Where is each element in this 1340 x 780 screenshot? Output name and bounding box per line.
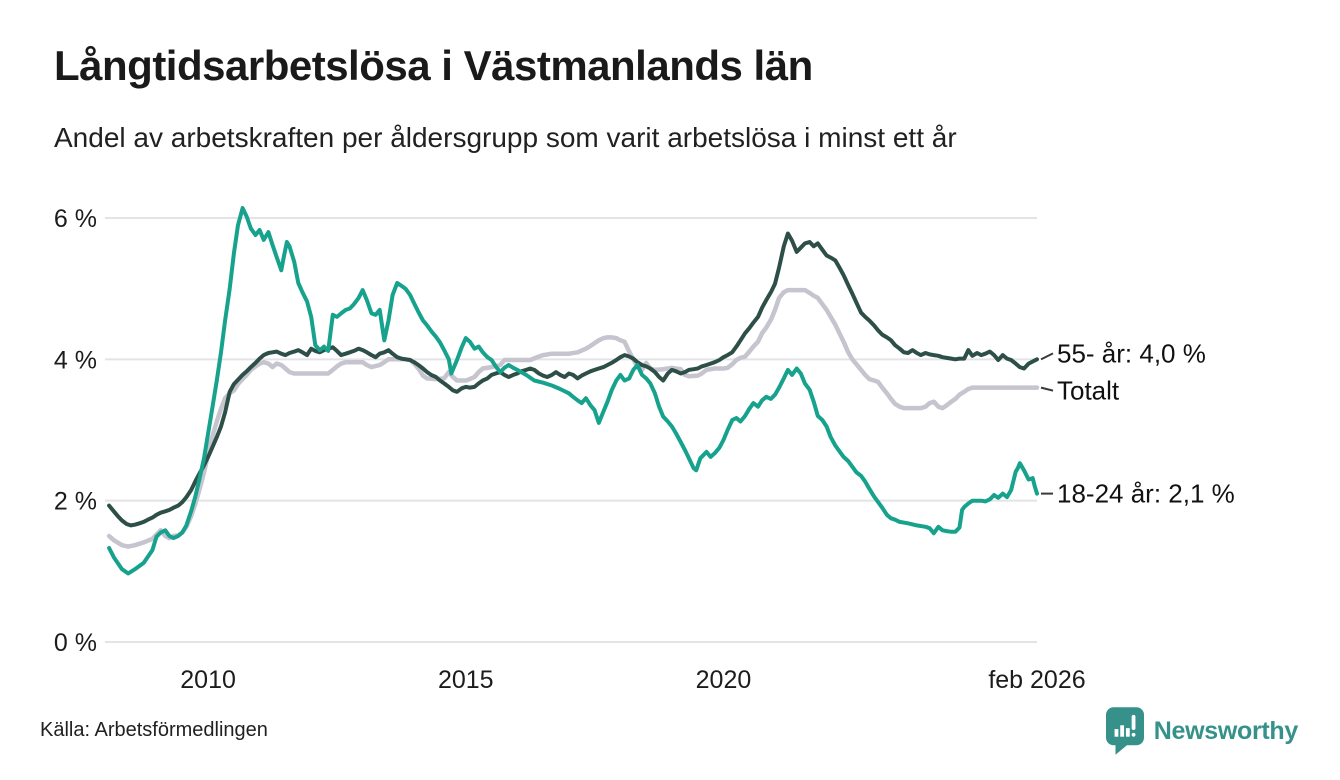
x-axis-tick-label: 2015	[438, 666, 494, 694]
series-line-55-r	[107, 231, 1039, 528]
newsworthy-bubble-chart-icon	[1105, 707, 1144, 755]
series-line-totalt	[106, 287, 1040, 549]
y-axis-tick-label: 4 %	[54, 346, 97, 374]
series-end-label: 18-24 år: 2,1 %	[1057, 479, 1235, 509]
newsworthy-wordmark: Newsworthy	[1153, 716, 1299, 745]
label-connector	[1040, 352, 1054, 361]
x-axis-tick-label: 2010	[180, 666, 236, 694]
source-note: Källa: Arbetsförmedlingen	[40, 719, 268, 741]
x-axis-tick-label: feb 2026	[988, 666, 1085, 694]
label-connector	[1040, 386, 1054, 392]
chart-subtitle: Andel av arbetskraften per åldersgrupp s…	[54, 122, 957, 153]
series-end-label: 55- år: 4,0 %	[1057, 338, 1206, 368]
page-title: Långtidsarbetslösa i Västmanlands län	[54, 42, 813, 89]
series-end-label: Totalt	[1057, 376, 1120, 406]
x-axis-tick-label: 2020	[696, 666, 752, 694]
newsworthy-logo: Newsworthy	[1105, 707, 1299, 755]
y-axis-tick-label: 0 %	[54, 629, 97, 657]
y-axis-tick-label: 6 %	[54, 205, 97, 233]
series-line-18-24-r	[107, 206, 1039, 576]
y-axis-tick-label: 2 %	[54, 488, 97, 516]
